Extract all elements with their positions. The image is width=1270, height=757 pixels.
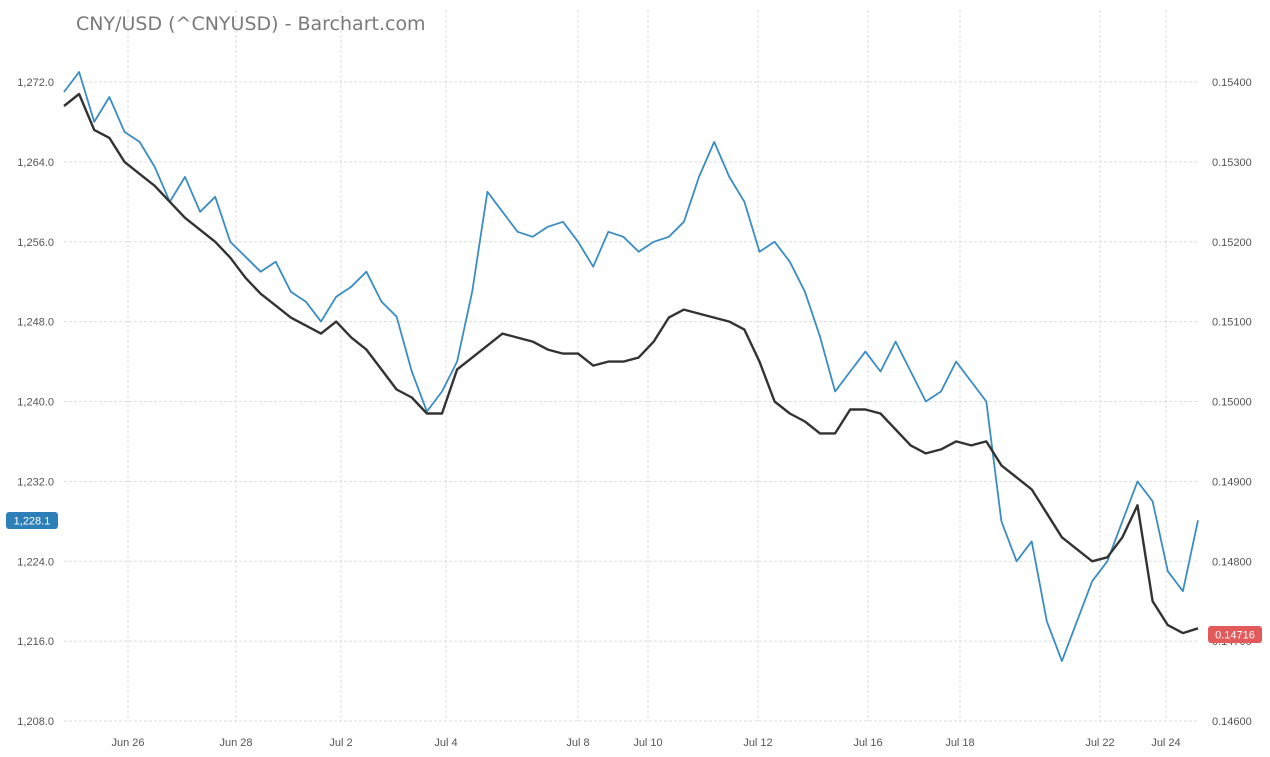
right-tick-label: 0.14900: [1212, 476, 1252, 488]
right-last-value-badge: 0.14716: [1208, 626, 1262, 643]
x-tick-label: Jun 28: [219, 737, 252, 749]
left-axis-ticks: 1,272.0 1,264.0 1,256.0 1,248.0 1,240.0 1,232…: [17, 77, 54, 728]
left-tick-label: 1,208.0: [17, 716, 54, 728]
x-tick-label: Jul 2: [329, 737, 352, 749]
x-tick-label: Jun 26: [111, 737, 144, 749]
x-tick-label: Jul 22: [1085, 737, 1114, 749]
left-tick-label: 1,232.0: [17, 476, 54, 488]
dark-series-line: [63, 92, 1199, 635]
right-last-value: 0.14716: [1215, 630, 1255, 642]
series-lines: [63, 71, 1199, 662]
x-tick-label: Jul 24: [1151, 737, 1180, 749]
left-last-value-badge: 1,228.1: [6, 512, 58, 529]
blue-series-line: [63, 71, 1199, 662]
grid-lines: [64, 10, 1198, 722]
right-axis-ticks: 0.15400 0.15300 0.15200 0.15100 0.15000 0.149…: [1212, 77, 1252, 728]
right-tick-label: 0.15300: [1212, 157, 1252, 169]
left-last-value: 1,228.1: [14, 516, 51, 528]
right-tick-label: 0.15000: [1212, 397, 1252, 409]
x-tick-label: Jul 18: [945, 737, 974, 749]
left-tick-label: 1,224.0: [17, 556, 54, 568]
x-axis-ticks: Jun 26 Jun 28 Jul 2 Jul 4 Jul 8 Jul 10 Jul 12 J…: [111, 737, 1180, 749]
left-tick-label: 1,240.0: [17, 397, 54, 409]
right-tick-label: 0.14800: [1212, 556, 1252, 568]
left-tick-label: 1,272.0: [17, 77, 54, 89]
chart-title: CNY/USD (^CNYUSD) - Barchart.com: [76, 13, 426, 35]
x-tick-label: Jul 10: [633, 737, 662, 749]
x-tick-label: Jul 4: [434, 737, 457, 749]
left-tick-label: 1,264.0: [17, 157, 54, 169]
right-tick-label: 0.15200: [1212, 237, 1252, 249]
x-tick-label: Jul 8: [566, 737, 589, 749]
x-tick-label: Jul 16: [853, 737, 882, 749]
right-tick-label: 0.15400: [1212, 77, 1252, 89]
left-tick-label: 1,256.0: [17, 237, 54, 249]
right-tick-label: 0.15100: [1212, 317, 1252, 329]
x-tick-label: Jul 12: [743, 737, 772, 749]
right-tick-label: 0.14600: [1212, 716, 1252, 728]
left-tick-label: 1,216.0: [17, 636, 54, 648]
left-tick-label: 1,248.0: [17, 317, 54, 329]
